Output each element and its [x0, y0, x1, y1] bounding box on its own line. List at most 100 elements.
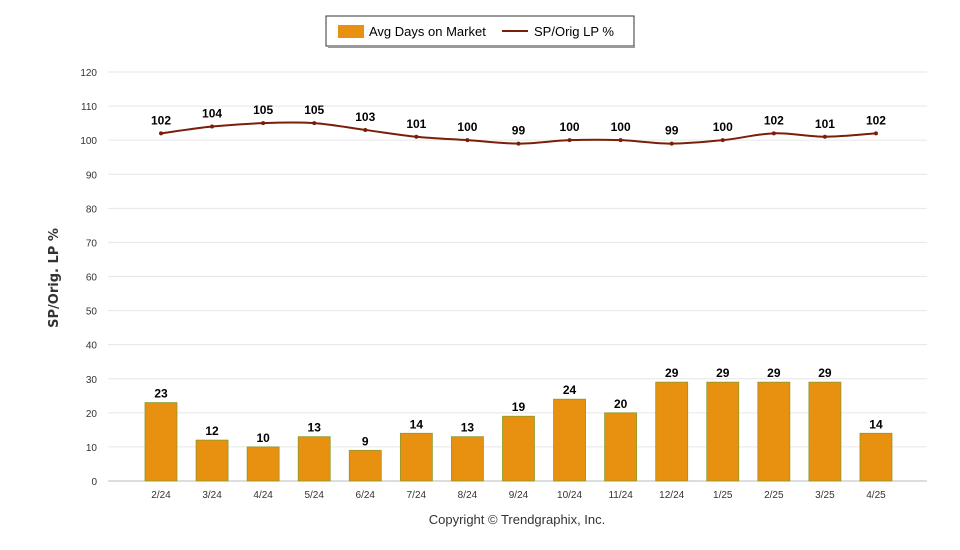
line-value-label: 99 [512, 124, 526, 138]
x-tick-label: 7/24 [407, 490, 427, 501]
y-tick-label: 100 [80, 136, 97, 147]
copyright-text: Copyright © Trendgraphix, Inc. [429, 512, 606, 527]
line-point [465, 138, 470, 143]
bar [604, 412, 638, 482]
bar [706, 381, 740, 482]
line-point [261, 121, 266, 126]
bar [297, 436, 331, 482]
line-point [414, 134, 419, 139]
line-point [771, 131, 776, 136]
line-value-label: 101 [815, 117, 835, 131]
y-tick-label: 40 [86, 341, 98, 352]
bar [144, 402, 178, 482]
line-point [516, 141, 521, 146]
line-value-label: 100 [713, 120, 733, 134]
line-point [210, 124, 215, 129]
bar-value-label: 9 [362, 434, 369, 448]
line-value-label: 105 [253, 103, 273, 117]
y-tick-label: 30 [86, 375, 98, 386]
bar-value-label: 23 [154, 387, 168, 401]
legend-bar-label: Avg Days on Market [369, 24, 486, 39]
x-tick-label: 8/24 [458, 490, 478, 501]
bar [808, 381, 842, 482]
x-tick-label: 2/24 [151, 490, 171, 501]
line-point [720, 138, 725, 143]
bar-value-label: 19 [512, 400, 526, 414]
x-tick-label: 12/24 [659, 490, 684, 501]
y-tick-label: 60 [86, 273, 98, 284]
bar-value-label: 12 [205, 424, 219, 438]
line-value-label: 100 [611, 120, 631, 134]
line-point [159, 131, 163, 136]
x-axis-ticks: 2/24 3/24 4/24 5/24 6/24 7/24 8/24 9/24 10/24 11/… [151, 490, 886, 501]
bar-value-label: 13 [308, 421, 322, 435]
y-tick-label: 10 [86, 443, 98, 454]
y-tick-label: 90 [86, 170, 98, 181]
bar-value-label: 14 [869, 417, 883, 431]
y-tick-label: 70 [86, 238, 98, 249]
bar-value-label: 29 [767, 366, 781, 380]
legend-box [325, 15, 635, 47]
line-value-label: 103 [355, 110, 375, 124]
bar-value-label: 20 [614, 397, 628, 411]
x-tick-label: 6/24 [356, 490, 376, 501]
line-point [669, 141, 674, 146]
line-value-label: 99 [665, 124, 679, 138]
line-value-label: 105 [304, 103, 324, 117]
legend-bar-swatch [338, 25, 364, 38]
x-tick-label: 3/24 [202, 490, 222, 501]
y-tick-label: 110 [81, 102, 97, 113]
bar-value-label: 24 [563, 383, 577, 397]
x-tick-label: 9/24 [509, 490, 529, 501]
x-tick-label: 3/25 [815, 490, 835, 501]
y-tick-label: 20 [86, 409, 98, 420]
line-value-label: 102 [764, 113, 784, 127]
line-point [363, 127, 368, 132]
bar [553, 398, 586, 482]
legend-line-label: SP/Orig LP % [534, 24, 614, 39]
line-point [822, 134, 827, 139]
y-axis-ticks: 0 10 20 30 40 50 60 70 80 90 100 110 120 [80, 68, 97, 488]
bar [246, 446, 280, 482]
line-value-label: 102 [866, 113, 886, 127]
gridlines [108, 71, 927, 482]
y-tick-label: 120 [80, 68, 97, 79]
bar [757, 381, 791, 482]
line-series: 102 104 105 105 103 101 100 99 100 100 99 100 102 101… [151, 103, 886, 146]
line-point [618, 138, 623, 143]
bar-value-label: 10 [256, 431, 270, 445]
bar-value-label: 29 [716, 366, 730, 380]
x-tick-label: 4/24 [253, 490, 273, 501]
bar [451, 436, 484, 482]
line-value-label: 100 [457, 120, 477, 134]
x-tick-label: 1/25 [713, 490, 733, 501]
line-value-label: 102 [151, 113, 171, 127]
bar [502, 415, 535, 482]
x-tick-label: 2/25 [764, 490, 784, 501]
bar-value-label: 29 [818, 366, 832, 380]
bar-value-label: 14 [410, 417, 424, 431]
bar [859, 432, 893, 482]
y-tick-label: 80 [86, 204, 98, 215]
y-tick-label: 0 [91, 477, 97, 488]
line-point [312, 121, 317, 126]
x-tick-label: 4/25 [866, 490, 886, 501]
bar-value-label: 29 [665, 366, 679, 380]
bar-value-label: 13 [461, 421, 475, 435]
bar [195, 439, 229, 482]
legend: Avg Days on Market SP/Orig LP % [325, 15, 635, 48]
x-tick-label: 10/24 [557, 490, 582, 501]
line-value-label: 100 [560, 120, 580, 134]
x-tick-label: 5/24 [304, 490, 324, 501]
x-tick-label: 11/24 [608, 490, 633, 501]
line-point [567, 138, 572, 143]
y-tick-label: 50 [86, 307, 98, 318]
y-axis-label: SP/Orig. LP % [47, 228, 62, 328]
bar-series: 23 12 10 13 9 14 13 19 24 20 29 29 29 29 14 [144, 366, 893, 482]
bar [655, 381, 689, 482]
line-value-label: 101 [406, 117, 426, 131]
bar [348, 449, 382, 482]
line-point [873, 131, 878, 136]
bar [399, 432, 433, 482]
